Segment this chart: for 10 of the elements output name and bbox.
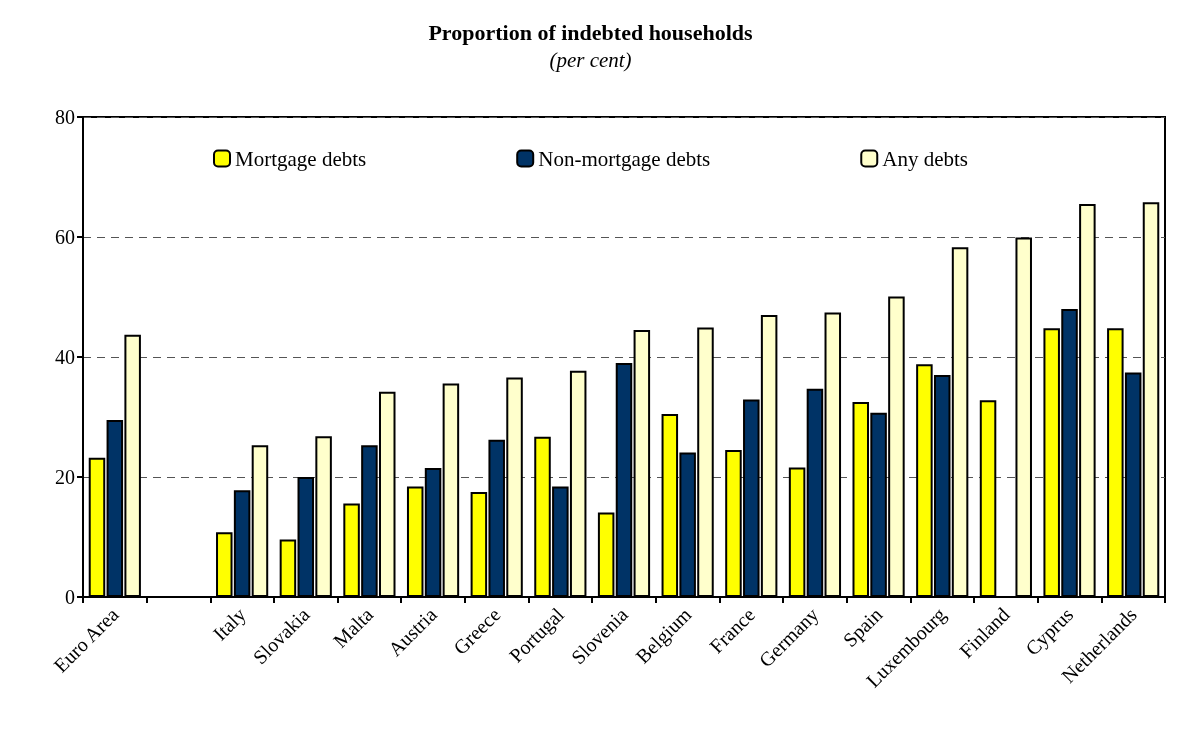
legend-label: Non-mortgage debts [538, 146, 711, 171]
y-tick-label: 60 [55, 226, 75, 248]
x-tick-label: Italy [208, 603, 251, 646]
chart-title: Proportion of indebted households [428, 19, 754, 45]
legend-label: Mortgage debts [235, 146, 367, 171]
y-tick-label: 40 [55, 346, 75, 368]
y-tick-label: 20 [55, 466, 75, 488]
chart-subtitle: (per cent) [549, 47, 632, 72]
legend-label: Any debts [882, 146, 969, 171]
y-tick-label: 80 [55, 106, 75, 128]
